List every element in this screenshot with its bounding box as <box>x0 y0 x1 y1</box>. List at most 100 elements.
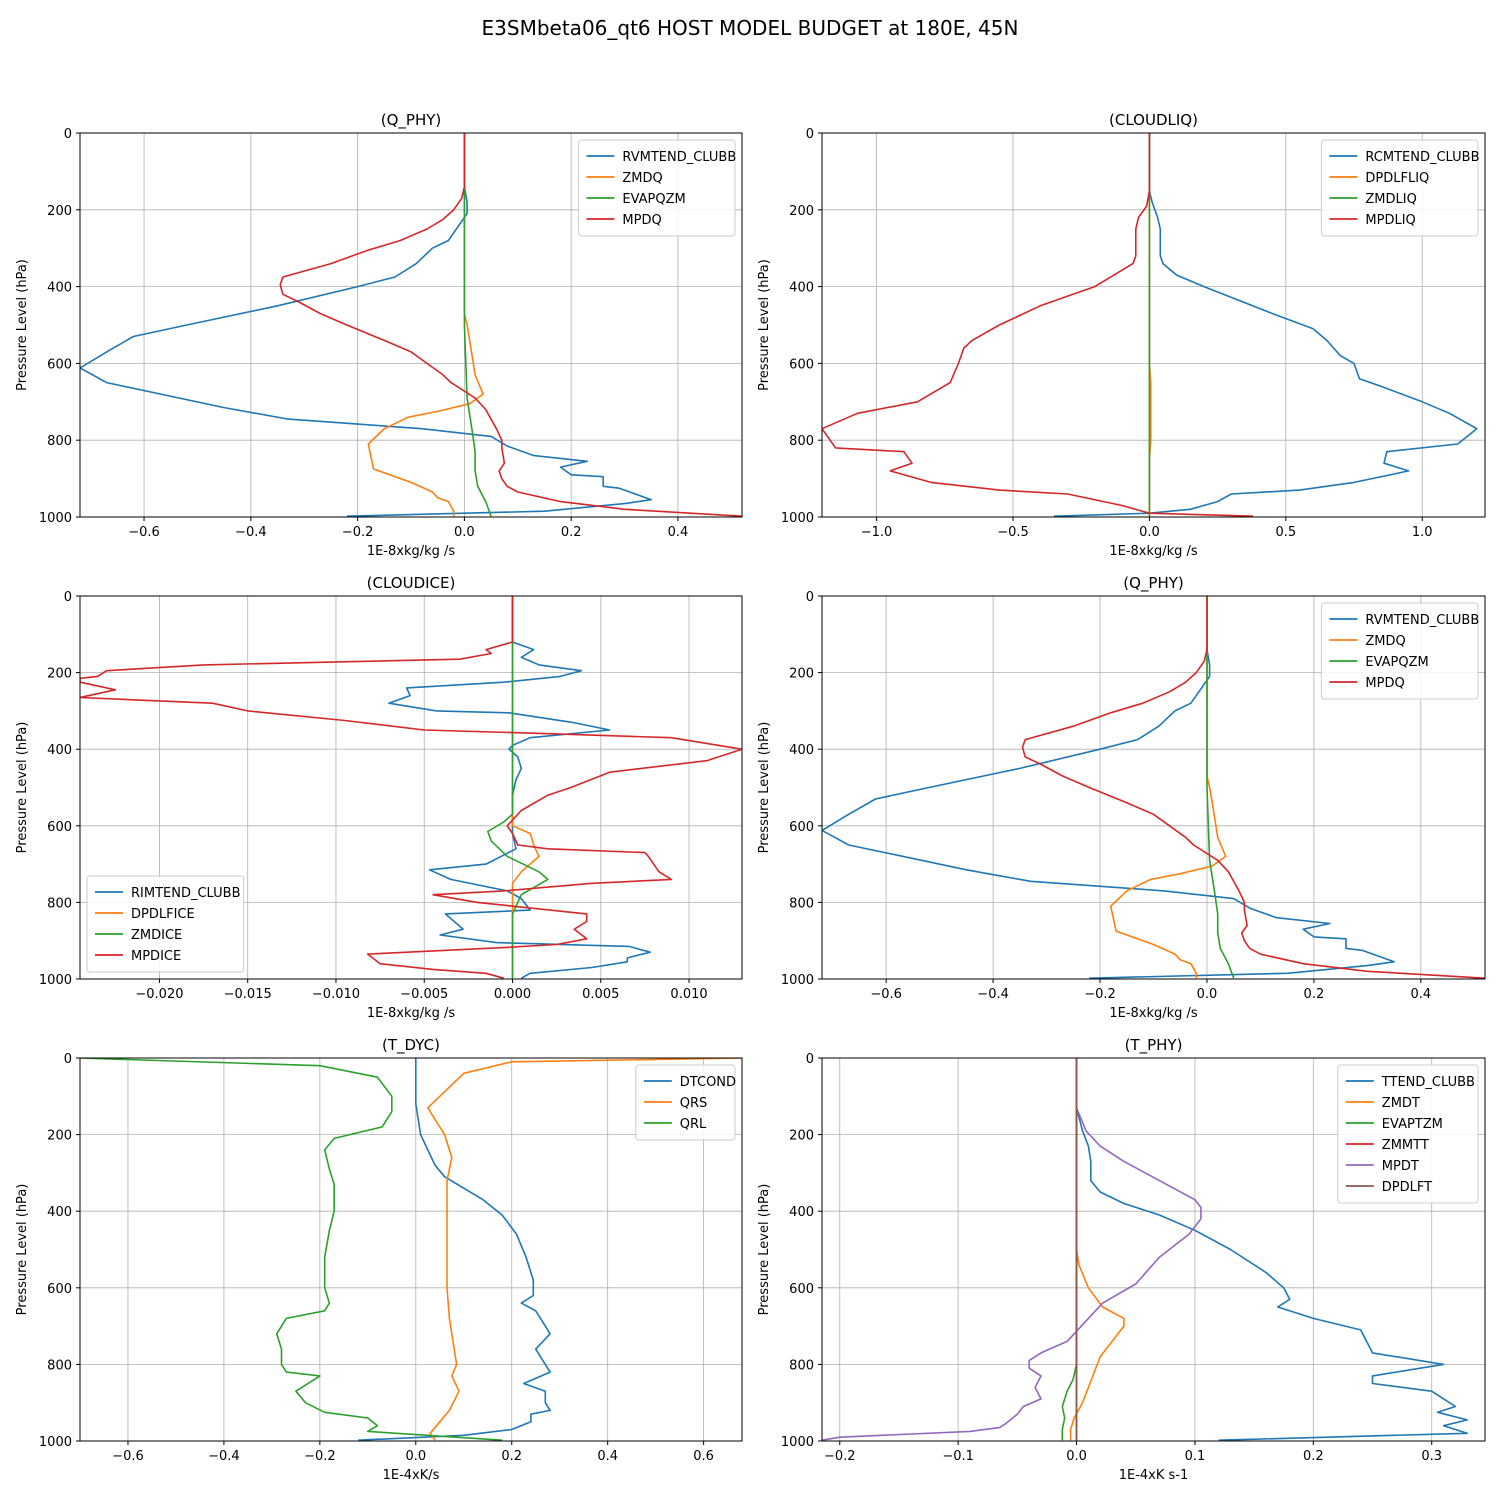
chart-panel-4: −0.6 −0.4 −0.2 0.0 0.2 0.4 0 200 400 600 800 1000 (Q… <box>757 574 1486 1021</box>
y-tick-label: 1000 <box>781 511 814 526</box>
y-tick-label: 800 <box>789 1358 814 1373</box>
y-axis-label: Pressure Level (hPa) <box>15 259 30 391</box>
y-tick-label: 200 <box>789 204 814 219</box>
series-line-dtcond <box>358 1058 551 1441</box>
x-tick-label: −0.4 <box>208 1449 240 1464</box>
legend-entry: MPDICE <box>131 949 181 964</box>
y-tick-label: 0 <box>64 1052 72 1067</box>
x-tick-label: −0.6 <box>870 987 902 1002</box>
legend-entry: ZMDQ <box>622 171 662 186</box>
x-tick-label: 0.2 <box>501 1449 522 1464</box>
y-tick-label: 0 <box>64 127 72 142</box>
y-tick-label: 200 <box>47 1129 72 1144</box>
y-axis-label: Pressure Level (hPa) <box>757 1184 772 1316</box>
x-tick-label: −0.6 <box>128 525 160 540</box>
legend: RCMTEND_CLUBB DPDLFLIQ ZMDLIQ MPDLIQ <box>1320 139 1479 237</box>
legend-entry: MPDLIQ <box>1365 213 1415 228</box>
legend-entry: DPDLFLIQ <box>1365 171 1429 186</box>
legend-box <box>86 875 245 973</box>
series-line-mpdq <box>279 133 742 517</box>
series-line-zmdice <box>487 596 549 979</box>
series-line-qrl <box>80 1058 503 1441</box>
legend-entry: DPDLFICE <box>131 907 195 922</box>
x-tick-label: −0.4 <box>235 525 267 540</box>
chart-title: (T_PHY) <box>1125 1036 1183 1055</box>
x-tick-label: −0.010 <box>312 987 360 1002</box>
x-tick-label: 0.0 <box>1197 987 1218 1002</box>
y-tick-label: 600 <box>47 357 72 372</box>
y-tick-label: 1000 <box>39 973 72 988</box>
chart-panel-2: −1.0 −0.5 0.0 0.5 1.0 0 200 400 600 800 1000 (CLOUD… <box>757 111 1486 559</box>
x-tick-label: 0.0 <box>1066 1449 1087 1464</box>
y-tick-label: 800 <box>47 896 72 911</box>
series-line-evapqzm <box>1206 596 1235 979</box>
x-tick-label: 0.000 <box>494 987 531 1002</box>
y-axis-label: Pressure Level (hPa) <box>757 722 772 854</box>
y-tick-label: 0 <box>806 1052 814 1067</box>
series-line-zmdq <box>1109 596 1227 979</box>
x-tick-label: −0.2 <box>1084 987 1116 1002</box>
y-tick-label: 600 <box>47 1282 72 1297</box>
figure-title: E3SMbeta06_qt6 HOST MODEL BUDGET at 180E… <box>481 16 1019 40</box>
legend-entry: EVAPQZM <box>622 192 685 207</box>
y-tick-label: 400 <box>789 743 814 758</box>
y-tick-label: 800 <box>47 434 72 449</box>
y-tick-label: 400 <box>47 743 72 758</box>
series-line-evaptzm <box>1061 1058 1078 1441</box>
series-line-zmdq <box>367 133 484 517</box>
legend-box <box>1320 602 1479 700</box>
legend-entry: TTEND_CLUBB <box>1381 1075 1475 1090</box>
legend-entry: EVAPQZM <box>1365 655 1428 670</box>
legend-entry: DTCOND <box>680 1075 736 1090</box>
series-line-ttend-clubb <box>1075 1058 1468 1441</box>
x-tick-label: −0.2 <box>304 1449 336 1464</box>
legend-entry: ZMDT <box>1382 1096 1420 1111</box>
x-tick-label: −0.2 <box>824 1449 856 1464</box>
x-tick-label: 0.1 <box>1185 1449 1206 1464</box>
y-axis-label: Pressure Level (hPa) <box>15 1184 30 1316</box>
y-axis-label: Pressure Level (hPa) <box>15 722 30 854</box>
x-tick-label: −0.4 <box>977 987 1009 1002</box>
legend-entry: RIMTEND_CLUBB <box>131 886 241 901</box>
y-tick-label: 0 <box>806 590 814 605</box>
legend-entry: RCMTEND_CLUBB <box>1365 150 1479 165</box>
y-tick-label: 1000 <box>781 973 814 988</box>
axes-frame <box>79 132 743 518</box>
y-tick-label: 1000 <box>39 1435 72 1450</box>
legend-entry: EVAPTZM <box>1382 1117 1443 1132</box>
legend-box <box>1337 1064 1479 1204</box>
y-tick-label: 600 <box>47 820 72 835</box>
y-tick-label: 400 <box>47 281 72 296</box>
legend: RVMTEND_CLUBB ZMDQ EVAPQZM MPDQ <box>1320 602 1479 700</box>
x-tick-label: −1.0 <box>861 525 893 540</box>
x-axis-label: 1E-8xkg/kg /s <box>367 1006 456 1021</box>
chart-panel-1: −0.6 −0.4 −0.2 0.0 0.2 0.4 0 200 400 600 800 1000 (Q… <box>15 111 743 559</box>
x-tick-label: −0.005 <box>400 987 448 1002</box>
series-line-mpdice <box>80 596 742 979</box>
x-tick-label: 0.2 <box>1303 1449 1324 1464</box>
x-tick-label: −0.015 <box>224 987 272 1002</box>
y-tick-label: 800 <box>789 434 814 449</box>
x-tick-label: 0.4 <box>597 1449 618 1464</box>
legend-box <box>635 1064 736 1141</box>
legend-entry: ZMDLIQ <box>1365 192 1416 207</box>
legend-entry: RVMTEND_CLUBB <box>1365 613 1479 628</box>
chart-panel-3: −0.020 −0.015 −0.010 −0.005 0.000 0.005 0.010 0… <box>15 574 743 1021</box>
x-tick-label: 0.005 <box>582 987 619 1002</box>
legend: RVMTEND_CLUBB ZMDQ EVAPQZM MPDQ <box>577 139 736 237</box>
y-tick-label: 400 <box>789 281 814 296</box>
axes-frame <box>79 1057 743 1442</box>
y-tick-label: 600 <box>789 1282 814 1297</box>
axes-frame <box>79 595 743 980</box>
chart-title: (CLOUDICE) <box>367 574 456 592</box>
chart-title: (Q_PHY) <box>1123 574 1184 593</box>
x-axis-label: 1E-8xkg/kg /s <box>367 544 456 559</box>
y-tick-label: 0 <box>806 127 814 142</box>
series-line-qrs <box>427 1058 742 1441</box>
x-tick-label: 0.6 <box>693 1449 714 1464</box>
legend-entry: ZMMTT <box>1382 1138 1429 1153</box>
legend: RIMTEND_CLUBB DPDLFICE ZMDICE MPDICE <box>86 875 245 973</box>
x-tick-label: 0.0 <box>1139 525 1160 540</box>
legend-entry: QRS <box>680 1096 708 1111</box>
legend-entry: MPDT <box>1382 1159 1419 1174</box>
